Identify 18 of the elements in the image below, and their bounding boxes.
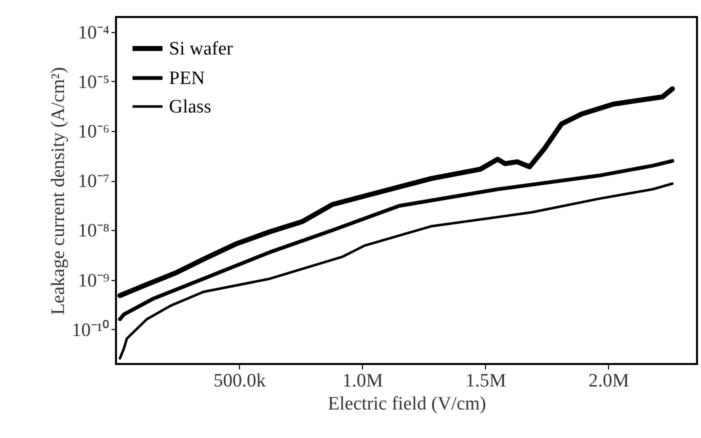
x-tick-label: 500.0k (213, 370, 266, 392)
legend-label: PEN (169, 68, 206, 89)
y-tick-label: 10⁻⁸ (78, 220, 110, 242)
y-tick-label: 10⁻⁶ (78, 122, 110, 143)
y-axis-title: Leakage current density (A/cm²) (48, 67, 69, 315)
x-tick-label: 1.0M (342, 370, 384, 392)
y-tick-label: 10⁻⁴ (78, 22, 110, 44)
x-axis-title: Electric field (V/cm) (328, 394, 486, 414)
y-tick-label: 10⁻⁷ (78, 171, 110, 192)
y-tick-label: 10⁻⁹ (78, 270, 110, 292)
x-tick-label: 2.0M (588, 370, 630, 392)
x-tick-label: 1.5M (465, 370, 506, 392)
line-series (118, 182, 674, 360)
y-tick-label: 10⁻¹⁰ (72, 318, 110, 341)
legend-label: Glass (169, 96, 212, 118)
legend-label: Si wafer (169, 38, 234, 60)
line-series (118, 159, 674, 322)
y-tick-label: 10⁻⁵ (78, 72, 110, 93)
